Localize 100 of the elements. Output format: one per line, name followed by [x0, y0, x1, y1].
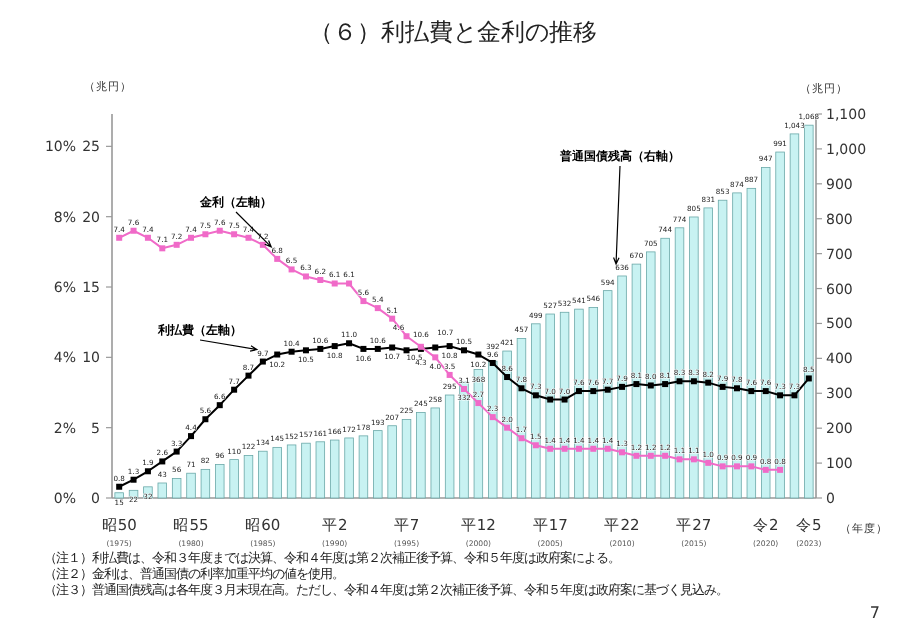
point: [748, 388, 755, 395]
point: [733, 385, 740, 392]
point: [733, 463, 740, 470]
point: [748, 463, 755, 470]
bar: [574, 308, 584, 499]
bar: [286, 444, 297, 499]
point: [604, 386, 611, 393]
bar: [660, 237, 670, 499]
point: [245, 234, 252, 241]
bar: [243, 455, 254, 499]
bar: [258, 450, 268, 499]
bar: [732, 192, 742, 499]
bar: [215, 464, 225, 499]
point: [432, 344, 439, 351]
bar: [789, 133, 800, 499]
point: [504, 374, 511, 381]
point: [561, 445, 568, 452]
point: [475, 351, 482, 358]
point: [647, 382, 654, 389]
bar: [315, 441, 326, 499]
point: [331, 280, 338, 287]
bar: [401, 419, 412, 499]
point: [130, 476, 137, 483]
point: [489, 359, 496, 366]
point: [604, 445, 611, 452]
point: [173, 448, 180, 455]
point: [374, 345, 381, 352]
point: [532, 392, 539, 399]
bar: [171, 478, 182, 499]
point: [619, 449, 626, 456]
point: [475, 400, 482, 407]
bar: [459, 381, 469, 499]
point: [705, 379, 712, 386]
point: [259, 241, 266, 248]
bar: [114, 492, 124, 499]
point: [461, 347, 467, 354]
point: [662, 381, 669, 388]
point: [805, 375, 812, 382]
point: [575, 388, 582, 395]
bar: [746, 187, 757, 499]
point: [647, 452, 654, 459]
point: [575, 445, 582, 452]
point: [288, 266, 295, 273]
point: [173, 241, 180, 248]
point: [317, 345, 324, 352]
point: [504, 424, 511, 431]
point: [561, 396, 568, 403]
point: [518, 385, 525, 392]
point: [547, 396, 554, 403]
point: [274, 351, 281, 358]
point: [130, 227, 137, 234]
text: 7: [869, 604, 880, 622]
bar: [775, 151, 785, 499]
point: [302, 347, 309, 354]
point: [762, 388, 769, 395]
point: [159, 245, 166, 252]
point: [288, 348, 295, 355]
bar: [444, 394, 455, 499]
point: [590, 388, 597, 395]
point: [633, 452, 640, 459]
point: [360, 298, 367, 305]
point: [690, 456, 697, 463]
point: [202, 416, 209, 423]
point: [403, 347, 410, 354]
bar: [488, 360, 498, 499]
bar: [502, 350, 512, 499]
point: [346, 280, 353, 287]
point: [719, 463, 726, 470]
bar: [689, 216, 699, 499]
point: [317, 276, 324, 283]
point: [274, 255, 281, 262]
bar: [646, 251, 656, 499]
bar: [559, 311, 570, 499]
point: [633, 381, 640, 388]
point: [144, 234, 151, 241]
point: [719, 383, 726, 390]
bar: [545, 313, 555, 499]
point: [690, 378, 697, 385]
bar: [358, 435, 369, 499]
point: [331, 343, 338, 350]
point: [432, 354, 439, 361]
point: [403, 333, 410, 340]
bar: [200, 468, 211, 499]
point: [231, 386, 238, 393]
bar: [416, 412, 426, 499]
point: [389, 315, 396, 322]
bar: [761, 167, 771, 499]
bar: [301, 442, 311, 499]
point: [374, 305, 381, 312]
bar: [473, 369, 484, 499]
point: [360, 345, 367, 352]
bar: [703, 207, 713, 499]
line-series: [116, 340, 812, 490]
bar: [344, 437, 354, 499]
point: [188, 234, 195, 241]
bar: [387, 425, 397, 499]
point: [676, 456, 683, 463]
point: [245, 372, 252, 379]
bar: [272, 446, 282, 499]
point: [231, 231, 238, 238]
